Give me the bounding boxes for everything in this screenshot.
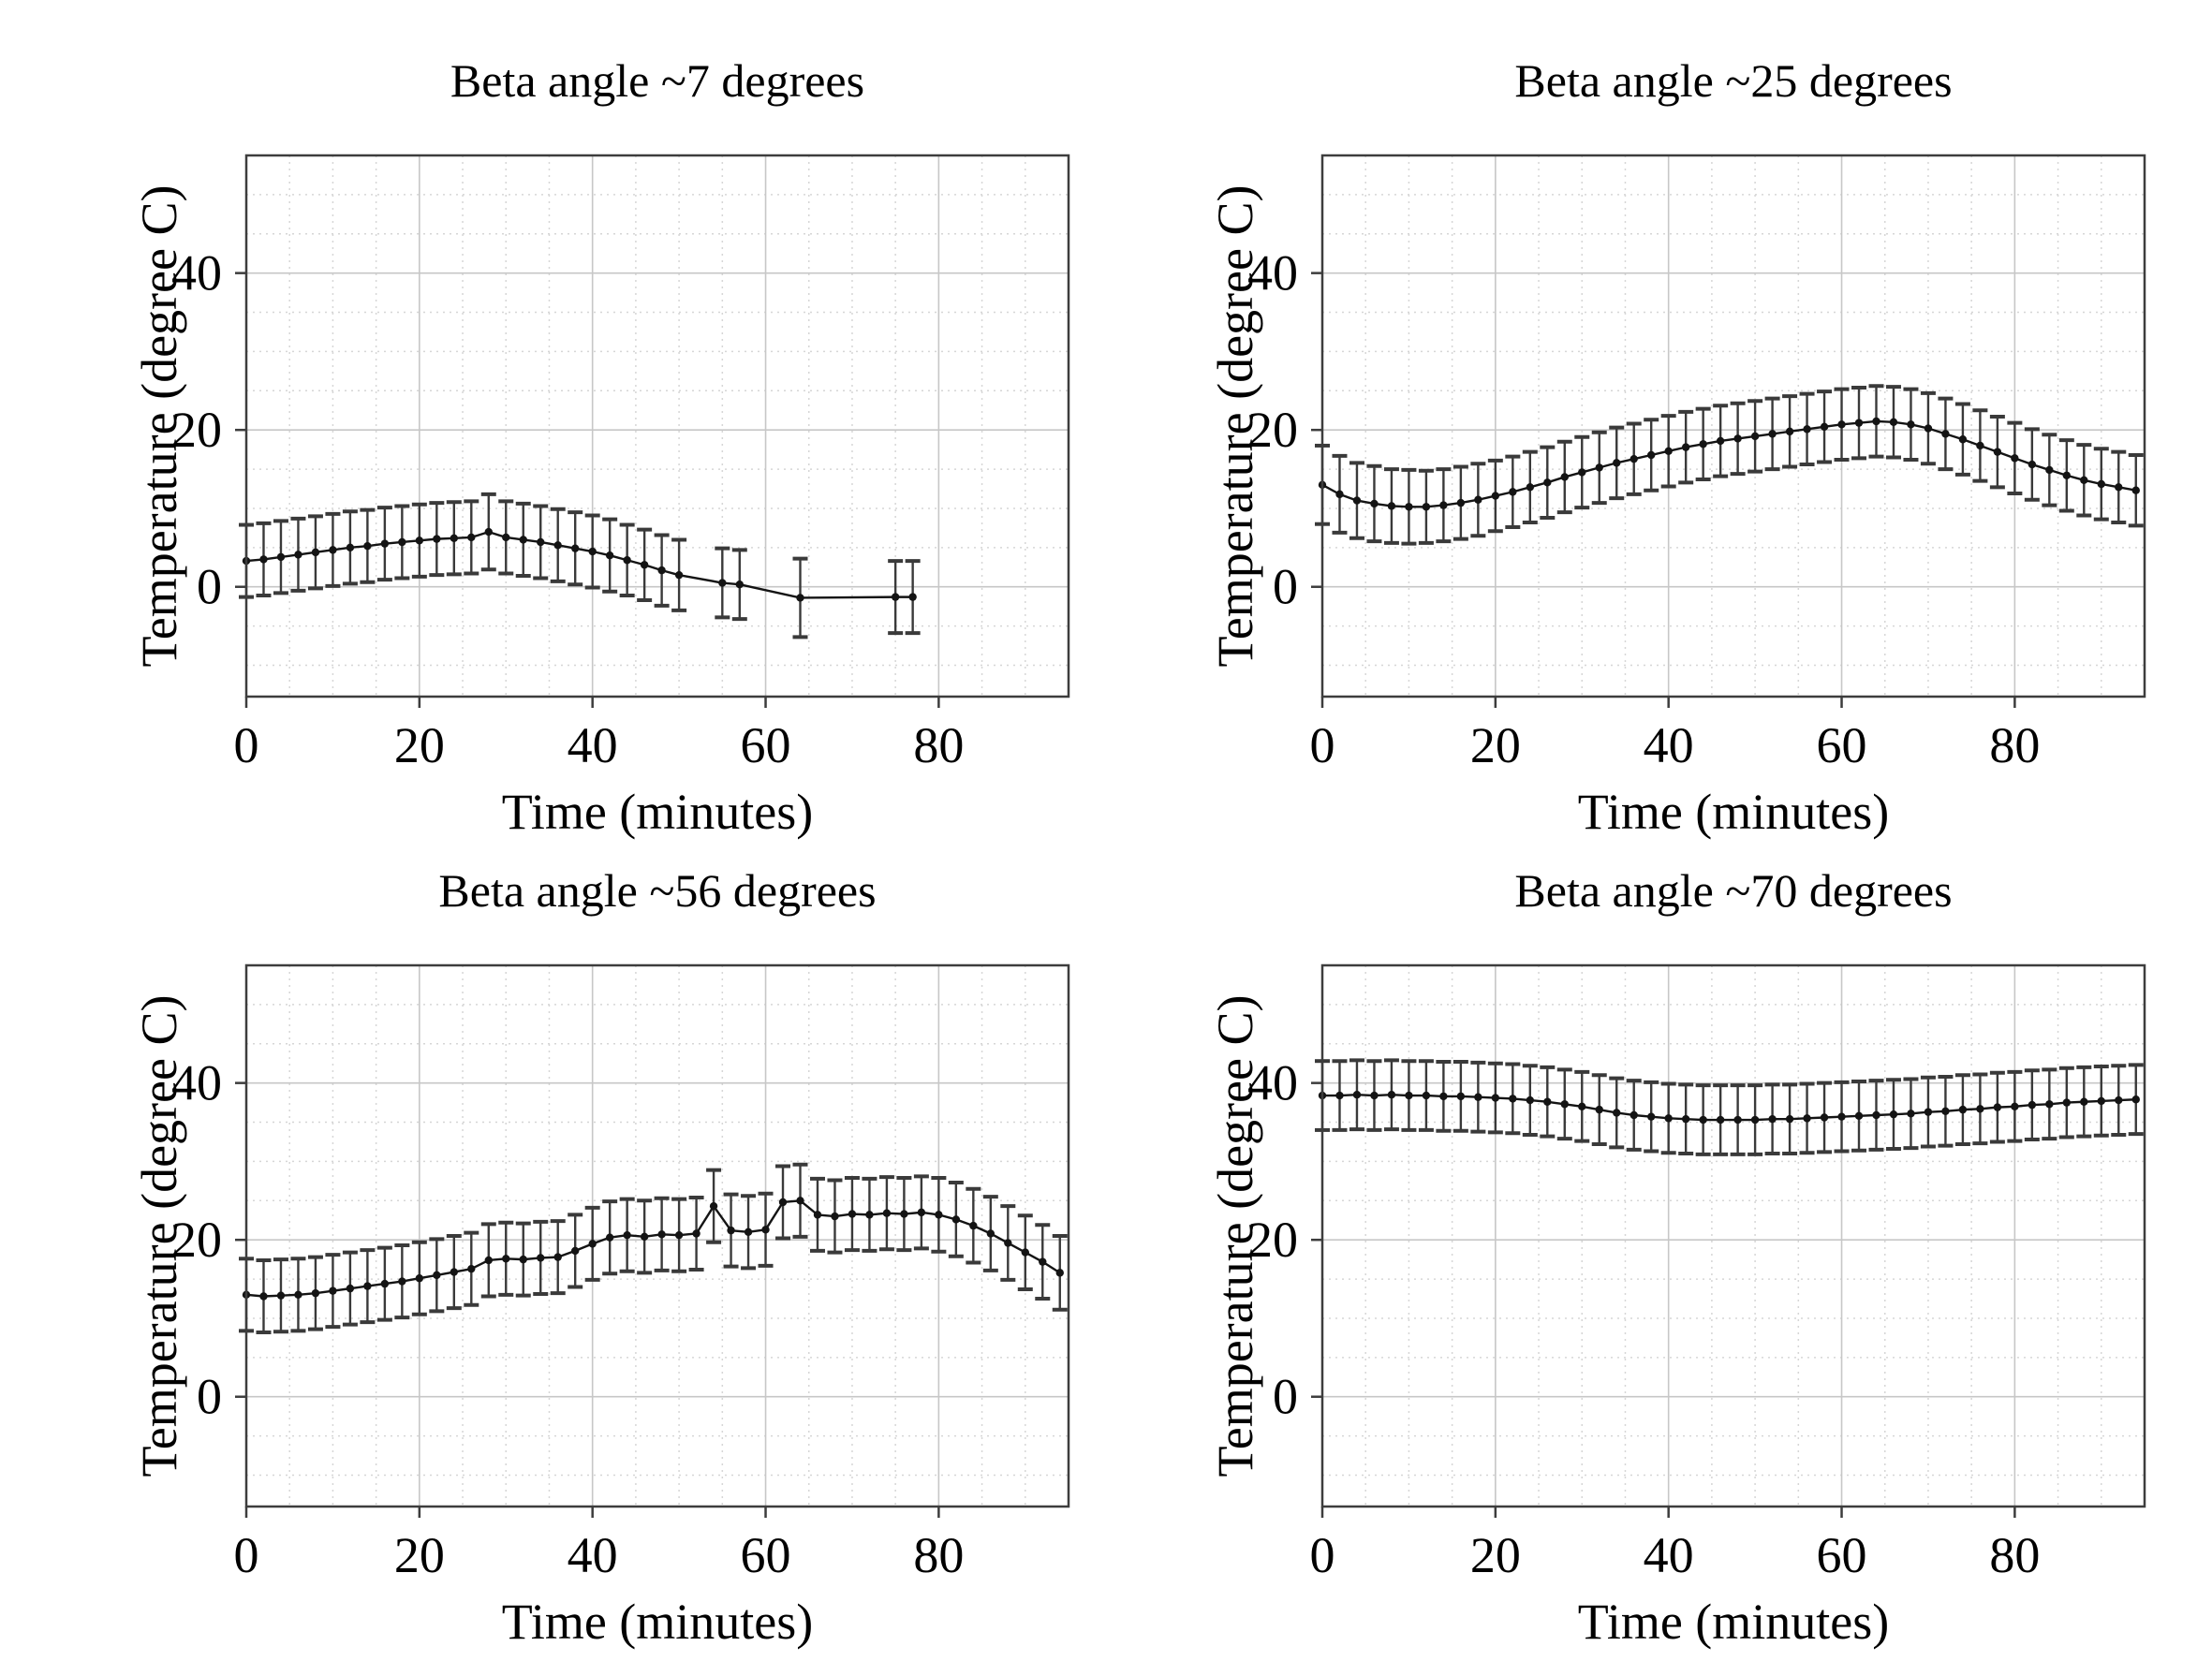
y-tick-label: 40 [171,1055,222,1111]
x-axis-label-beta-25: Time (minutes) [1577,784,1890,840]
y-tick-label: 0 [197,559,222,615]
x-tick-label: 80 [1989,1527,2040,1583]
plot-title-beta-7: Beta angle ~7 degrees [450,54,865,107]
y-tick-label: 20 [171,1212,222,1268]
x-tick-label: 20 [1470,1527,1521,1583]
x-tick-label: 20 [1470,717,1521,773]
x-axis-label-beta-70: Time (minutes) [1577,1594,1890,1650]
x-tick-label: 60 [741,717,791,773]
y-tick-label: 40 [171,245,222,301]
x-axis-label-beta-7: Time (minutes) [501,784,814,840]
y-tick-label: 40 [1247,1055,1298,1111]
plot-title-beta-56: Beta angle ~56 degrees [438,864,877,917]
plot-canvas-beta-56: 0 20 40 60 80 0 20 40 [171,963,1070,1583]
x-tick-label: 80 [1989,717,2040,773]
plot-canvas-beta-25: 0 20 40 60 80 0 20 40 [1247,154,2146,773]
x-tick-label: 40 [568,717,618,773]
y-tick-label: 20 [171,402,222,458]
y-tick-label: 20 [1247,402,1298,458]
x-tick-label: 20 [394,1527,445,1583]
subplot-beta-7: Beta angle ~7 degrees Temperature (degre… [131,54,1070,840]
y-tick-label: 0 [1273,1369,1298,1425]
x-axis-label-beta-56: Time (minutes) [501,1594,814,1650]
x-tick-label: 60 [1817,717,1867,773]
x-tick-label: 0 [1310,1527,1335,1583]
x-tick-label: 0 [234,1527,259,1583]
plot-title-beta-70: Beta angle ~70 degrees [1514,864,1953,917]
plot-title-beta-25: Beta angle ~25 degrees [1514,54,1953,107]
x-tick-label: 40 [1644,1527,1694,1583]
y-tick-label: 40 [1247,245,1298,301]
subplot-beta-56: Beta angle ~56 degrees Temperature (degr… [131,864,1070,1650]
x-tick-label: 60 [741,1527,791,1583]
x-tick-label: 0 [1310,717,1335,773]
y-tick-label: 0 [197,1369,222,1425]
x-tick-label: 0 [234,717,259,773]
subplot-beta-25: Beta angle ~25 degrees Temperature (degr… [1207,54,2146,840]
x-tick-label: 40 [1644,717,1694,773]
plot-canvas-beta-7: 0 20 40 60 80 0 20 40 [171,154,1070,773]
x-tick-label: 80 [913,1527,964,1583]
x-tick-label: 40 [568,1527,618,1583]
subplot-beta-70: Beta angle ~70 degrees Temperature (degr… [1207,864,2146,1650]
y-tick-label: 0 [1273,559,1298,615]
x-tick-label: 60 [1817,1527,1867,1583]
x-tick-label: 20 [394,717,445,773]
plot-canvas-beta-70: 0 20 40 60 80 0 20 40 [1247,963,2146,1583]
y-tick-label: 20 [1247,1212,1298,1268]
x-tick-label: 80 [913,717,964,773]
